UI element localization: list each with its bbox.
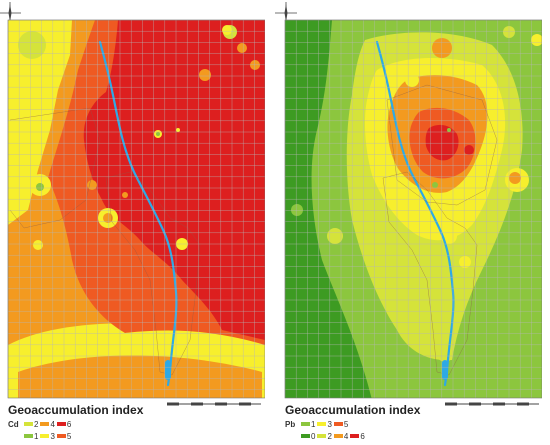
cd-legend-title: Geoaccumulation index <box>8 403 144 417</box>
pb-zone-class-3 <box>405 73 419 87</box>
legend-swatch <box>24 422 33 427</box>
cd-zone-class-3 <box>222 25 232 35</box>
legend-label: 4 <box>343 431 349 441</box>
legend-label: 6 <box>360 431 365 441</box>
legend-label: 5 <box>343 419 349 429</box>
cd-legend-row-2: 1 3 5 <box>8 431 73 441</box>
legend-item-cd-2: 2 <box>24 420 38 429</box>
cd-element-symbol: Cd <box>8 419 19 429</box>
pb-zone-class-1 <box>432 182 438 188</box>
pb-map <box>284 19 542 399</box>
cd-zone-class-1 <box>156 132 160 136</box>
cd-legend-row-1: Cd 2 4 6 <box>8 419 73 429</box>
cd-zone-class-2 <box>18 31 46 59</box>
legend-item-cd-6: 6 <box>56 419 72 429</box>
pb-zone-class-2 <box>327 228 343 244</box>
pb-river <box>375 40 455 387</box>
pb-graticule <box>284 19 542 398</box>
legend-label: 1 <box>311 419 316 429</box>
pb-element-symbol: Pb <box>285 419 296 429</box>
pb-legend-row-1: Pb 1 3 5 <box>285 419 350 429</box>
cd-lake <box>165 360 171 380</box>
pb-zone-class-4 <box>509 172 521 184</box>
legend-item-pb-4: 4 <box>333 431 349 441</box>
legend-item-pb-3: 3 <box>317 419 332 429</box>
cd-district-outline <box>9 107 101 229</box>
cd-zone-class-3 <box>176 128 180 132</box>
legend-label: 0 <box>311 431 316 441</box>
pb-zone-class-6 <box>425 124 459 161</box>
cd-zone-class-4 <box>237 43 247 53</box>
legend-swatch <box>317 422 327 427</box>
legend-swatch <box>350 434 360 439</box>
cd-zone-class-4 <box>18 355 262 398</box>
legend-item-cd-3: 3 <box>40 431 55 441</box>
legend-swatch <box>24 434 33 439</box>
legend-swatch <box>40 434 50 439</box>
cd-zone-class-4 <box>31 261 39 269</box>
legend-item-pb-5: 5 <box>333 419 349 429</box>
legend-label: 2 <box>34 419 39 429</box>
legend-label: 3 <box>327 419 332 429</box>
pb-zone-class-3 <box>459 256 471 268</box>
cd-zone-class-3 <box>8 20 72 225</box>
legend-item-pb-0: 0 <box>301 432 315 441</box>
legend-swatch <box>317 434 327 439</box>
cd-river <box>98 40 178 387</box>
legend-swatch <box>56 434 66 439</box>
pb-zone-class-2 <box>437 346 453 362</box>
pb-legend-row-2: 0 2 4 6 <box>285 431 367 441</box>
legend-swatch <box>333 422 343 427</box>
pb-zone-class-3 <box>531 34 542 46</box>
legend-swatch <box>333 434 343 439</box>
cd-zone-class-6 <box>160 20 265 300</box>
cd-zone-class-4 <box>87 180 97 190</box>
legend-label: 5 <box>66 431 72 441</box>
legend-label: 1 <box>34 431 39 441</box>
legend-item-cd-5: 5 <box>56 431 72 441</box>
cd-map-panel: Geoaccumulation index Cd 2 4 6 1 3 5 <box>0 0 265 445</box>
pb-lake <box>442 360 448 380</box>
cd-zone-class-4 <box>199 69 211 81</box>
legend-label: 6 <box>66 419 72 429</box>
pb-legend-title: Geoaccumulation index <box>285 403 421 417</box>
cd-scale-bar <box>167 402 261 406</box>
legend-swatch <box>56 422 66 427</box>
pb-zone-class-2 <box>421 290 433 302</box>
pb-map-panel: Geoaccumulation index Pb 1 3 5 0 2 4 6 <box>275 0 542 445</box>
pb-district-outline <box>386 84 498 206</box>
legend-item-cd-1: 1 <box>24 432 38 441</box>
pb-zone-class-1 <box>447 128 451 132</box>
pb-scale-bar <box>445 402 539 406</box>
legend-swatch <box>40 422 50 427</box>
legend-label: 4 <box>50 419 55 429</box>
pb-zone-class-1 <box>291 204 303 216</box>
legend-item-cd-4: 4 <box>40 419 55 429</box>
cd-zone-class-4 <box>103 213 113 223</box>
cd-zone-class-4 <box>122 192 128 198</box>
legend-label: 3 <box>50 431 55 441</box>
cd-graticule <box>7 19 265 398</box>
legend-label: 2 <box>327 431 332 441</box>
legend-swatch <box>301 422 310 427</box>
legend-item-pb-6: 6 <box>350 431 365 441</box>
pb-zone-class-6 <box>464 145 474 155</box>
legend-item-pb-2: 2 <box>317 431 332 441</box>
cd-zone-class-3 <box>33 240 43 250</box>
cd-map <box>7 19 265 399</box>
legend-swatch <box>301 434 310 439</box>
legend-item-pb-1: 1 <box>301 420 315 429</box>
cd-zone-class-1 <box>36 183 44 191</box>
